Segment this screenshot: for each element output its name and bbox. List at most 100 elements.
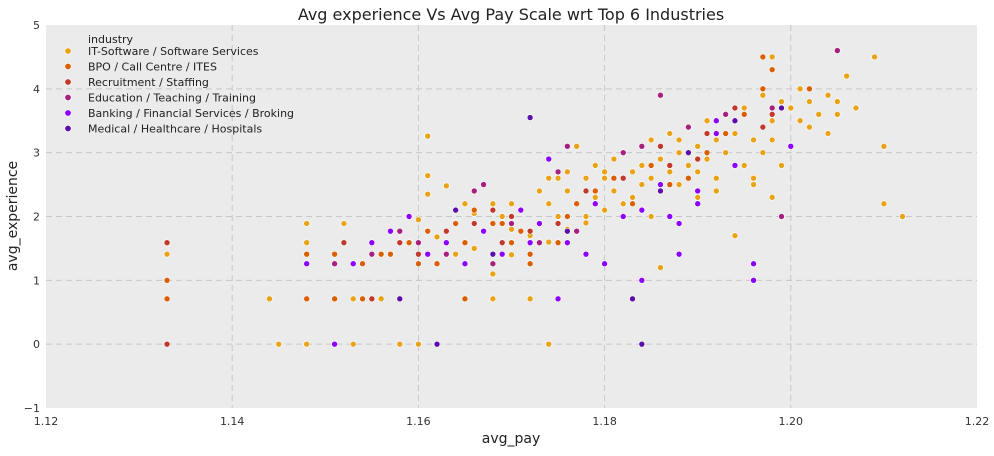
data-point — [396, 227, 404, 235]
data-point — [163, 239, 171, 246]
data-point — [480, 227, 487, 235]
data-point — [638, 340, 646, 348]
y-tick-label: 0 — [33, 338, 40, 351]
series-4 — [303, 117, 795, 348]
data-point — [554, 168, 562, 176]
data-point — [750, 181, 757, 188]
data-point — [470, 206, 478, 214]
data-point — [582, 174, 590, 182]
data-point — [778, 213, 785, 220]
data-point — [619, 174, 627, 182]
data-point — [526, 227, 534, 235]
legend-marker — [64, 125, 72, 133]
data-point — [508, 200, 515, 208]
data-point — [750, 136, 757, 144]
data-point — [564, 227, 571, 235]
data-point — [573, 227, 580, 235]
data-point — [396, 295, 404, 303]
data-point — [731, 117, 739, 125]
data-point — [666, 181, 674, 188]
data-point — [713, 187, 720, 195]
data-point — [629, 295, 636, 303]
data-point — [899, 213, 906, 220]
data-point — [387, 227, 394, 235]
legend-marker — [64, 47, 72, 55]
data-point — [871, 53, 878, 61]
data-point — [722, 111, 729, 118]
data-point — [452, 206, 459, 214]
data-point — [415, 340, 422, 348]
data-point — [331, 295, 338, 303]
data-point — [303, 295, 310, 303]
data-point — [647, 174, 655, 182]
data-point — [591, 187, 599, 195]
grid-layer — [46, 25, 977, 408]
data-point — [750, 260, 757, 268]
data-point — [675, 136, 683, 144]
data-point — [694, 168, 702, 176]
data-point — [619, 149, 627, 156]
data-point — [396, 340, 404, 348]
data-point — [163, 340, 171, 348]
legend-item: Education / Teaching / Training — [64, 92, 256, 105]
data-point — [443, 227, 450, 235]
data-point — [508, 251, 515, 259]
data-point — [433, 340, 441, 348]
data-point — [834, 98, 841, 105]
data-point — [461, 239, 469, 246]
data-point — [545, 174, 553, 182]
legend-label: Recruitment / Staffing — [88, 76, 209, 89]
data-point — [526, 260, 534, 268]
data-point — [489, 250, 497, 258]
data-point — [489, 260, 497, 268]
data-point — [536, 239, 543, 246]
data-point — [806, 123, 813, 131]
data-point — [331, 250, 338, 258]
data-point — [396, 239, 404, 246]
data-point — [564, 168, 571, 176]
data-point — [666, 213, 674, 220]
data-point — [601, 168, 608, 176]
y-tick-label: 5 — [33, 19, 40, 32]
data-point — [740, 111, 748, 118]
data-point — [517, 227, 525, 235]
data-point — [731, 162, 739, 169]
data-point — [759, 53, 767, 61]
data-point — [591, 162, 599, 169]
data-point — [834, 47, 841, 54]
data-point — [675, 181, 683, 188]
data-point — [787, 104, 795, 112]
data-point — [303, 239, 310, 246]
data-point — [508, 220, 515, 227]
data-point — [647, 136, 655, 144]
data-point — [685, 162, 692, 169]
legend-title: industry — [88, 33, 134, 46]
legend-marker — [64, 78, 72, 86]
data-point — [359, 295, 366, 303]
data-point — [331, 340, 338, 348]
data-point — [545, 200, 553, 208]
data-point — [685, 174, 692, 182]
data-point — [424, 227, 432, 235]
data-point — [554, 174, 562, 182]
data-point — [750, 174, 757, 182]
data-point — [489, 220, 497, 227]
data-point — [657, 142, 664, 150]
data-point — [768, 66, 776, 73]
data-point — [694, 187, 702, 195]
series-3 — [331, 47, 841, 268]
data-point — [638, 181, 646, 188]
data-point — [666, 130, 674, 137]
data-point — [768, 136, 776, 144]
data-point — [675, 149, 683, 156]
data-point — [415, 250, 422, 258]
data-point — [545, 340, 553, 348]
data-point — [349, 260, 357, 268]
data-point — [433, 260, 441, 268]
data-point — [796, 117, 804, 125]
series-2 — [163, 104, 776, 348]
data-point — [750, 277, 757, 284]
data-point — [368, 239, 376, 246]
data-point — [768, 104, 776, 112]
data-point — [657, 155, 664, 163]
